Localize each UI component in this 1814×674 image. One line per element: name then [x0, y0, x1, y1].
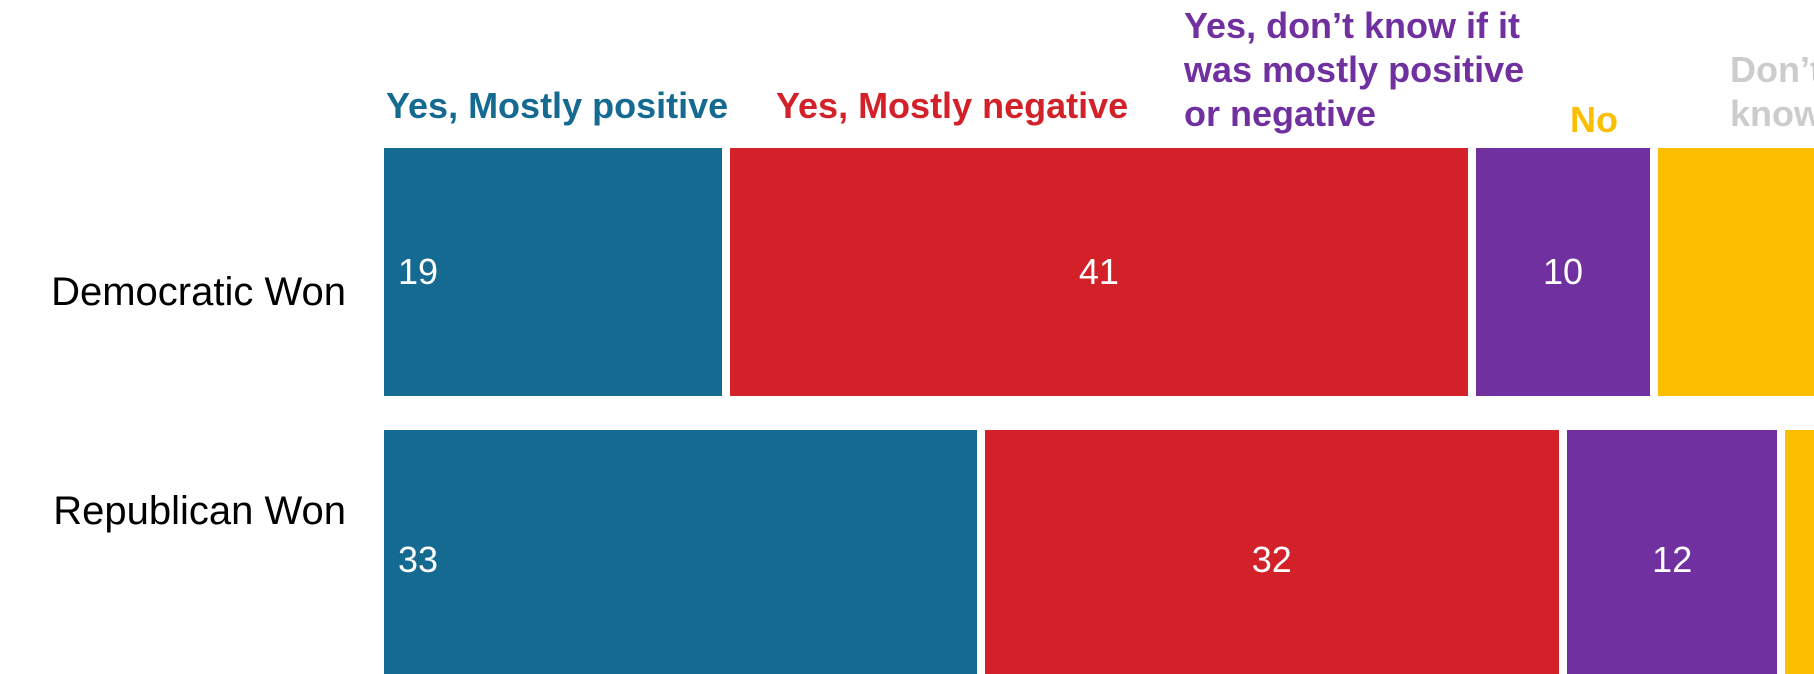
bar: 19	[384, 148, 722, 396]
legend-label: Yes, don’t know if it was mostly positiv…	[1184, 5, 1525, 134]
row-label: Republican Won	[53, 489, 346, 533]
data-label: 19	[398, 251, 439, 292]
data-label: 18	[1785, 540, 1814, 580]
data-label: 10	[1542, 251, 1584, 292]
bar: 12	[1567, 430, 1778, 674]
legend-label: No	[1570, 99, 1618, 140]
bar: 25	[1658, 148, 1814, 396]
bar: 10	[1476, 148, 1650, 396]
data-label: 33	[398, 539, 439, 580]
legend-label: Yes, Mostly negative	[776, 85, 1129, 126]
data-label: 41	[1078, 251, 1119, 292]
bar: 32	[984, 430, 1559, 674]
bar: 18	[1785, 430, 1814, 674]
row-label: Democratic Won	[51, 270, 346, 314]
data-label: 12	[1652, 539, 1693, 580]
bar: 33	[384, 430, 977, 674]
data-label: 25	[1658, 252, 1814, 292]
data-label: 32	[1251, 539, 1292, 580]
legend-label: Yes, Mostly positive	[386, 85, 729, 126]
bar: 41	[729, 148, 1468, 396]
legend-label: Don’t know	[1729, 49, 1814, 134]
